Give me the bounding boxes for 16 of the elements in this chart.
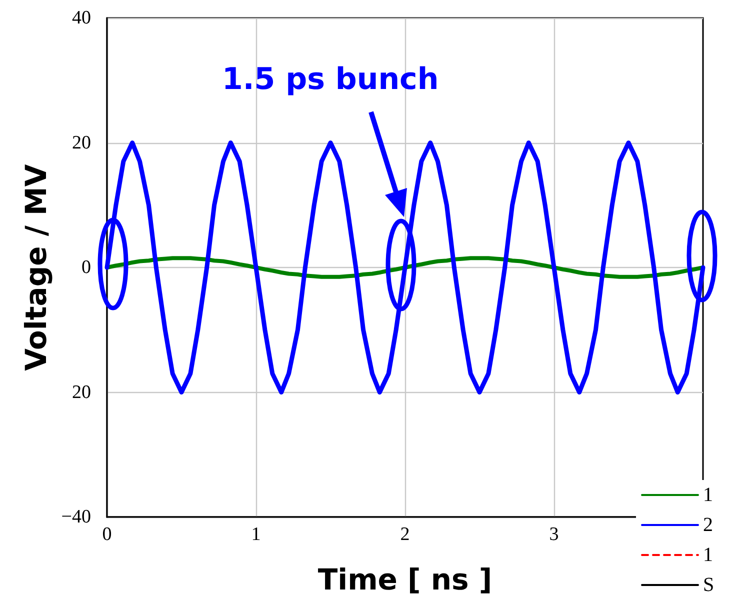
y-tick-label: −40 (61, 506, 91, 528)
x-tick-label: 1 (251, 524, 261, 545)
legend-label: 1 (703, 544, 713, 566)
y-axis-title: Voltage / MV (18, 164, 53, 371)
y-tick-label: 20 (72, 132, 91, 154)
line-series (104, 140, 706, 394)
legend-label: S (703, 574, 714, 596)
y-tick-label: 0 (82, 257, 91, 278)
annotation: 1.5 ps bunch (222, 62, 439, 97)
x-tick-label: 0 (102, 524, 112, 545)
x-tick-label: 3 (549, 524, 559, 545)
y-tick-label: 20 (72, 382, 91, 403)
x-tick-label: 2 (400, 524, 410, 545)
x-axis-title: Time [ ns ] (318, 562, 492, 596)
y-tick-label: 40 (72, 8, 91, 28)
legend-label: 1 (703, 484, 713, 506)
